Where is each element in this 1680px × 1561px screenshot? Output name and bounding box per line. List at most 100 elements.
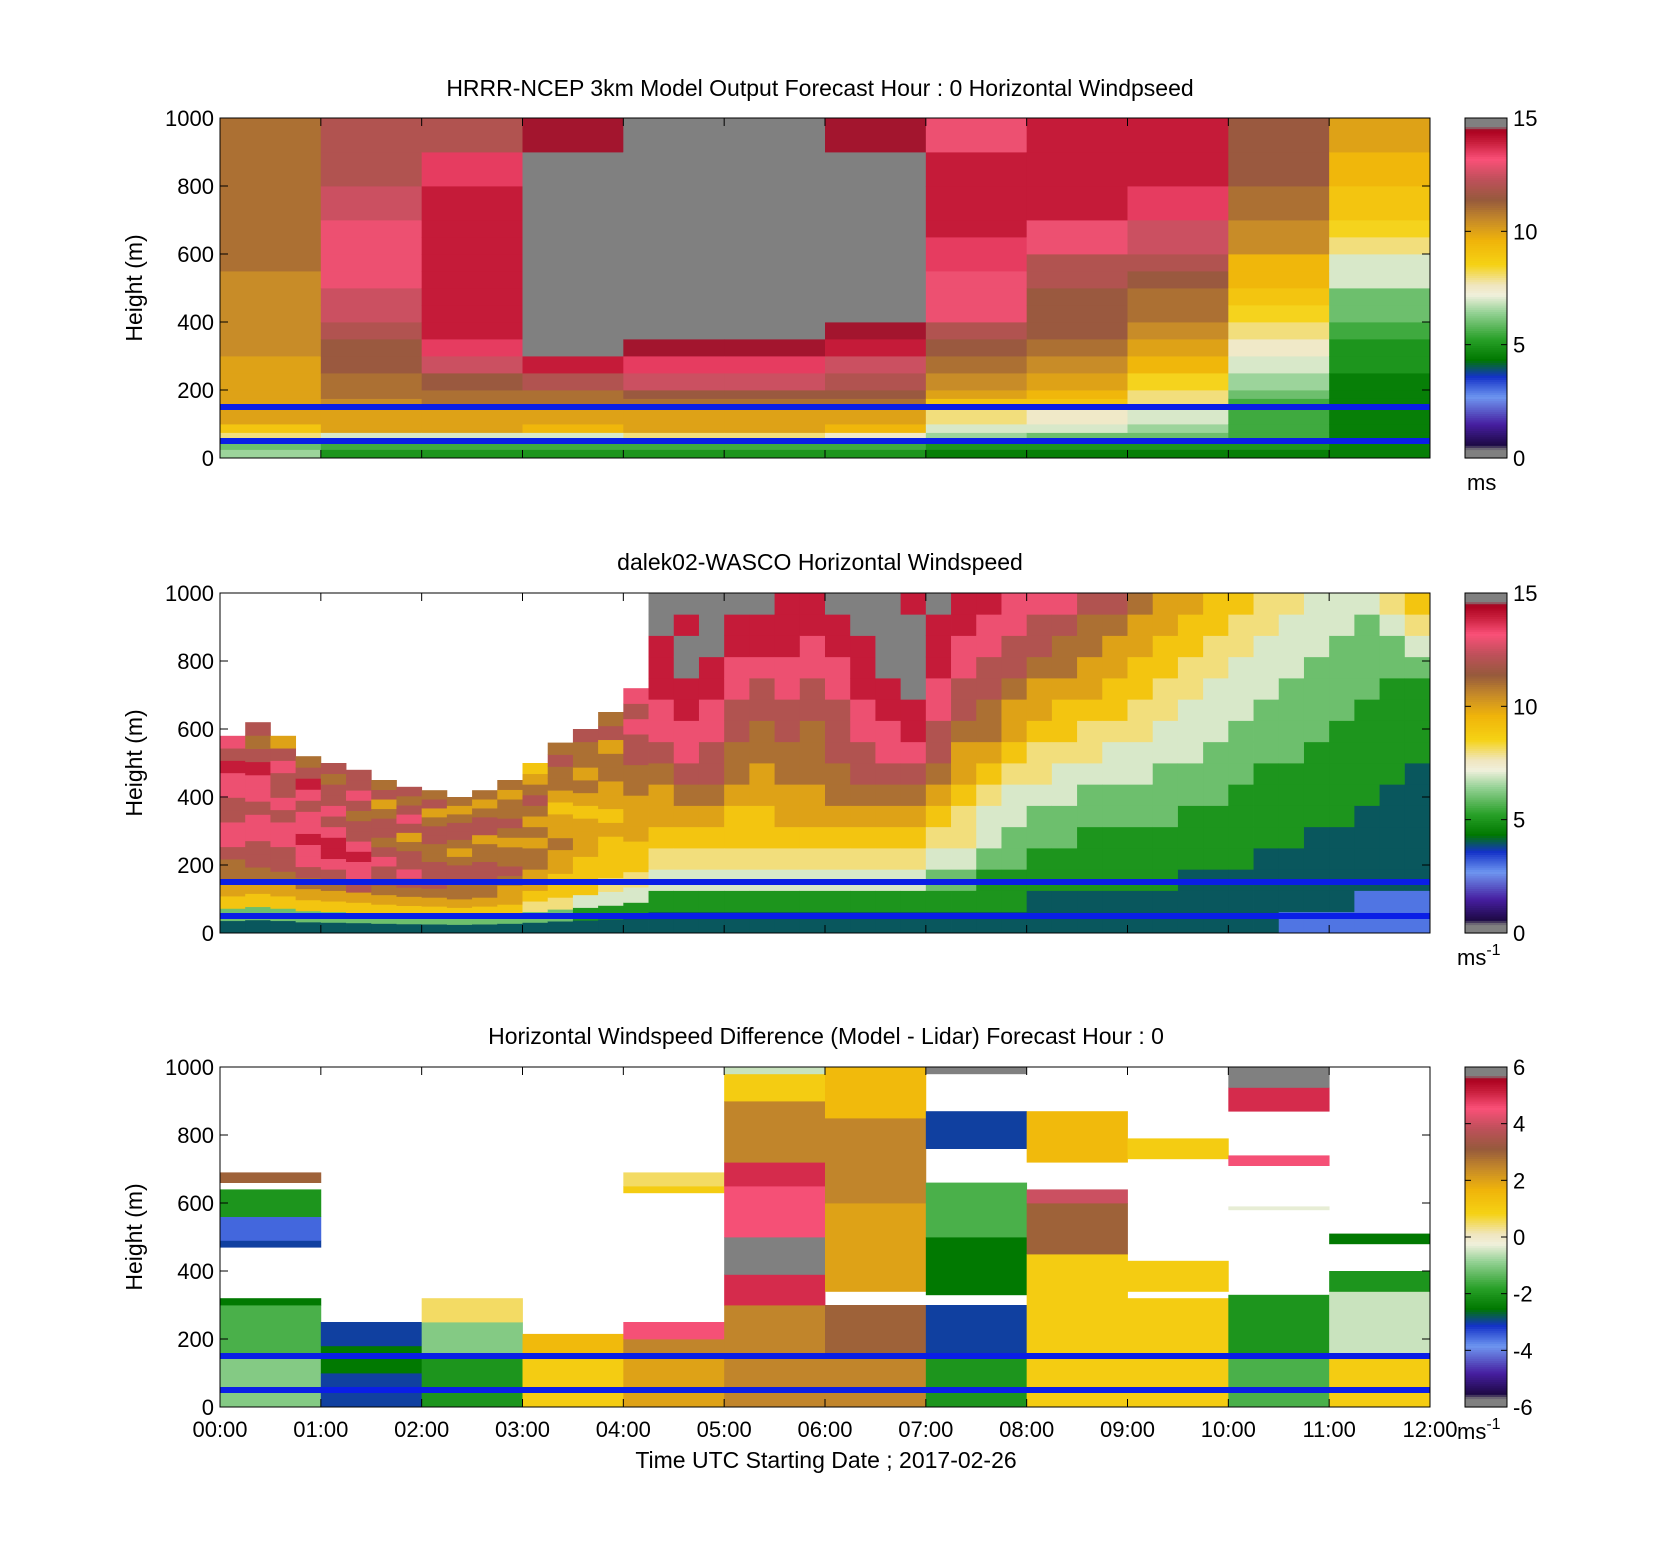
heatmap-cell [1228, 220, 1330, 238]
colorbar-swatch [1465, 1241, 1507, 1244]
heatmap-cell [1278, 699, 1305, 721]
colorbar-swatch [1465, 773, 1507, 777]
colorbar-swatch [1465, 1394, 1507, 1397]
heatmap-cell [1253, 890, 1280, 913]
colorbar-swatch [1465, 610, 1507, 613]
heatmap-cell [799, 784, 826, 806]
colorbar-swatch [1465, 1130, 1507, 1134]
heatmap-cell [925, 826, 952, 849]
colorbar-swatch [1465, 1120, 1507, 1123]
heatmap-cell [220, 1189, 322, 1217]
heatmap-cell [724, 848, 750, 870]
heatmap-cell [220, 896, 246, 909]
x-tick-label: 09:00 [1100, 1417, 1155, 1442]
heatmap-cell [825, 1118, 927, 1204]
heatmap-cell [749, 678, 775, 700]
heatmap-cell [875, 826, 902, 849]
colorbar-swatch [1465, 1328, 1507, 1332]
heatmap-cell [774, 848, 801, 870]
heatmap-cell [421, 322, 523, 340]
heatmap-cell [1127, 805, 1154, 828]
colorbar-swatch [1465, 1145, 1507, 1149]
heatmap-cell [346, 810, 372, 822]
heatmap-cell [320, 922, 347, 934]
heatmap-cell [1026, 441, 1128, 450]
colorbar-swatch [1465, 1177, 1507, 1181]
heatmap-cell [295, 800, 322, 812]
heatmap-cell [320, 784, 347, 796]
colorbar-swatch [1465, 181, 1507, 185]
heatmap-cell [220, 152, 322, 187]
heatmap-cell [598, 794, 624, 810]
reference-lines-model [220, 404, 1430, 444]
x-tick-label: 02:00 [394, 1417, 449, 1442]
colorbar-swatch [1465, 290, 1507, 293]
heatmap-cell [774, 890, 801, 913]
colorbar-swatch [1465, 1317, 1507, 1321]
colorbar-swatch [1465, 139, 1507, 142]
heatmap-cell [472, 816, 498, 827]
heatmap-cell [421, 924, 448, 934]
y-tick-label: 800 [177, 649, 214, 674]
heatmap-cell [245, 814, 271, 828]
heatmap-cell [724, 449, 826, 459]
heatmap-cell [1152, 763, 1179, 785]
heatmap-cell [925, 339, 1028, 357]
heatmap-cell [522, 826, 549, 838]
colorbar-swatch [1465, 722, 1507, 726]
heatmap-cell [522, 288, 624, 306]
heatmap-cell [295, 811, 322, 823]
heatmap-cell [522, 879, 549, 891]
heatmap-cell [572, 729, 599, 743]
heatmap-cell [698, 699, 725, 721]
colorbar-swatch [1465, 1370, 1507, 1374]
heatmap-cell [1253, 614, 1280, 636]
heatmap-cell [295, 778, 322, 790]
colorbar-swatch [1465, 1339, 1507, 1342]
y-axis-label-difference: Height (m) [121, 1183, 147, 1290]
heatmap-cell [673, 784, 700, 806]
heatmap-cell [875, 614, 902, 636]
colorbar-swatch [1465, 162, 1507, 166]
colorbar-swatch [1465, 1258, 1507, 1261]
colorbar-swatch [1465, 918, 1507, 921]
heatmap-cell [1303, 784, 1330, 806]
heatmap-cell [1329, 373, 1431, 391]
colorbar-swatch [1465, 735, 1507, 739]
panel-lidar: dalek02-WASCO Horizontal Windspeed 02004… [121, 549, 1537, 970]
colorbar-swatch [1465, 143, 1507, 147]
heatmap-cell [976, 741, 1002, 764]
heatmap-cell [522, 922, 549, 934]
heatmap-cell [220, 859, 246, 872]
colorbar-swatch [1465, 807, 1507, 811]
colorbar-swatch [1465, 122, 1507, 125]
heatmap-cell [522, 220, 624, 238]
heatmap-cell [421, 861, 448, 871]
heatmap-cell [245, 722, 271, 736]
colorbar-swatch [1465, 436, 1507, 440]
heatmap-cell [875, 656, 902, 679]
colorbar-swatch [1465, 1230, 1507, 1234]
heatmap-cell [1077, 805, 1103, 828]
heatmap-cell [295, 888, 322, 901]
heatmap-cell [320, 848, 347, 860]
colorbar-swatch [1465, 222, 1507, 225]
heatmap-cell [1404, 635, 1431, 658]
heatmap-cell [951, 699, 977, 721]
heatmap-cell [1127, 288, 1229, 306]
heatmap-cell [1303, 635, 1330, 658]
colorbar-swatch [1465, 245, 1507, 249]
colorbar-swatch [1465, 765, 1507, 768]
colorbar-swatch [1465, 1311, 1507, 1315]
heatmap-cell [421, 790, 448, 800]
colorbar-swatch [1465, 1188, 1507, 1191]
colorbar-swatch [1465, 273, 1507, 276]
heatmap-cell [1077, 593, 1103, 615]
heatmap-cell [1379, 826, 1406, 849]
heatmap-cell [320, 890, 347, 902]
colorbar-swatch [1465, 1377, 1507, 1380]
y-tick-label: 800 [177, 174, 214, 199]
heatmap-cell [623, 1339, 725, 1357]
colorbar-swatch [1465, 673, 1507, 677]
heatmap-cell [1278, 784, 1305, 806]
